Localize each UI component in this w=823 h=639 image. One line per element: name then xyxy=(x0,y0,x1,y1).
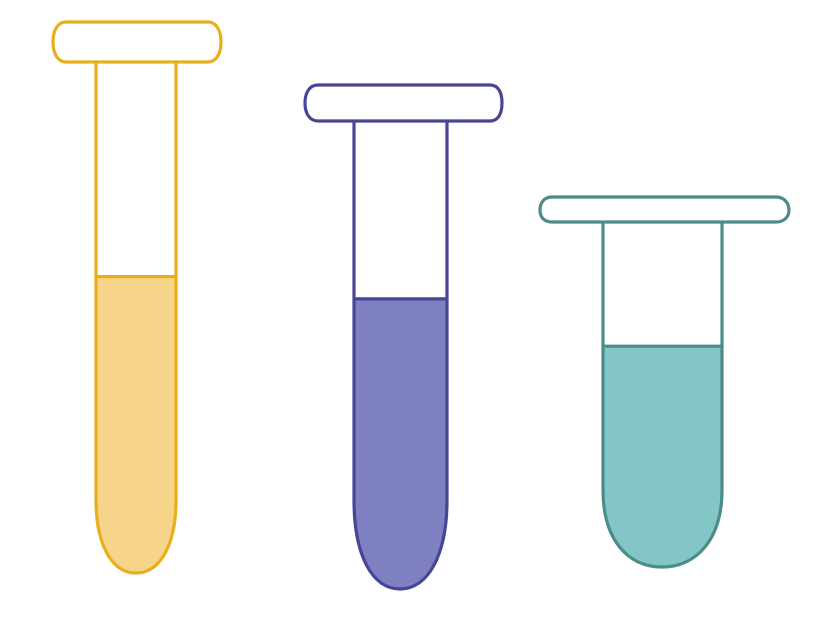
tube-body-teal xyxy=(601,220,724,569)
tube-rim-purple xyxy=(303,83,504,123)
test-tube-teal xyxy=(538,195,791,569)
test-tube-yellow xyxy=(51,20,223,575)
liquid-purple xyxy=(354,298,447,589)
tube-rim-teal xyxy=(538,195,791,224)
tube-body-yellow xyxy=(94,60,178,575)
liquid-teal xyxy=(603,346,722,567)
liquid-yellow xyxy=(96,276,176,573)
test-tube-purple xyxy=(303,83,504,591)
tube-rim-yellow xyxy=(51,20,223,64)
tube-body-purple xyxy=(352,119,449,591)
